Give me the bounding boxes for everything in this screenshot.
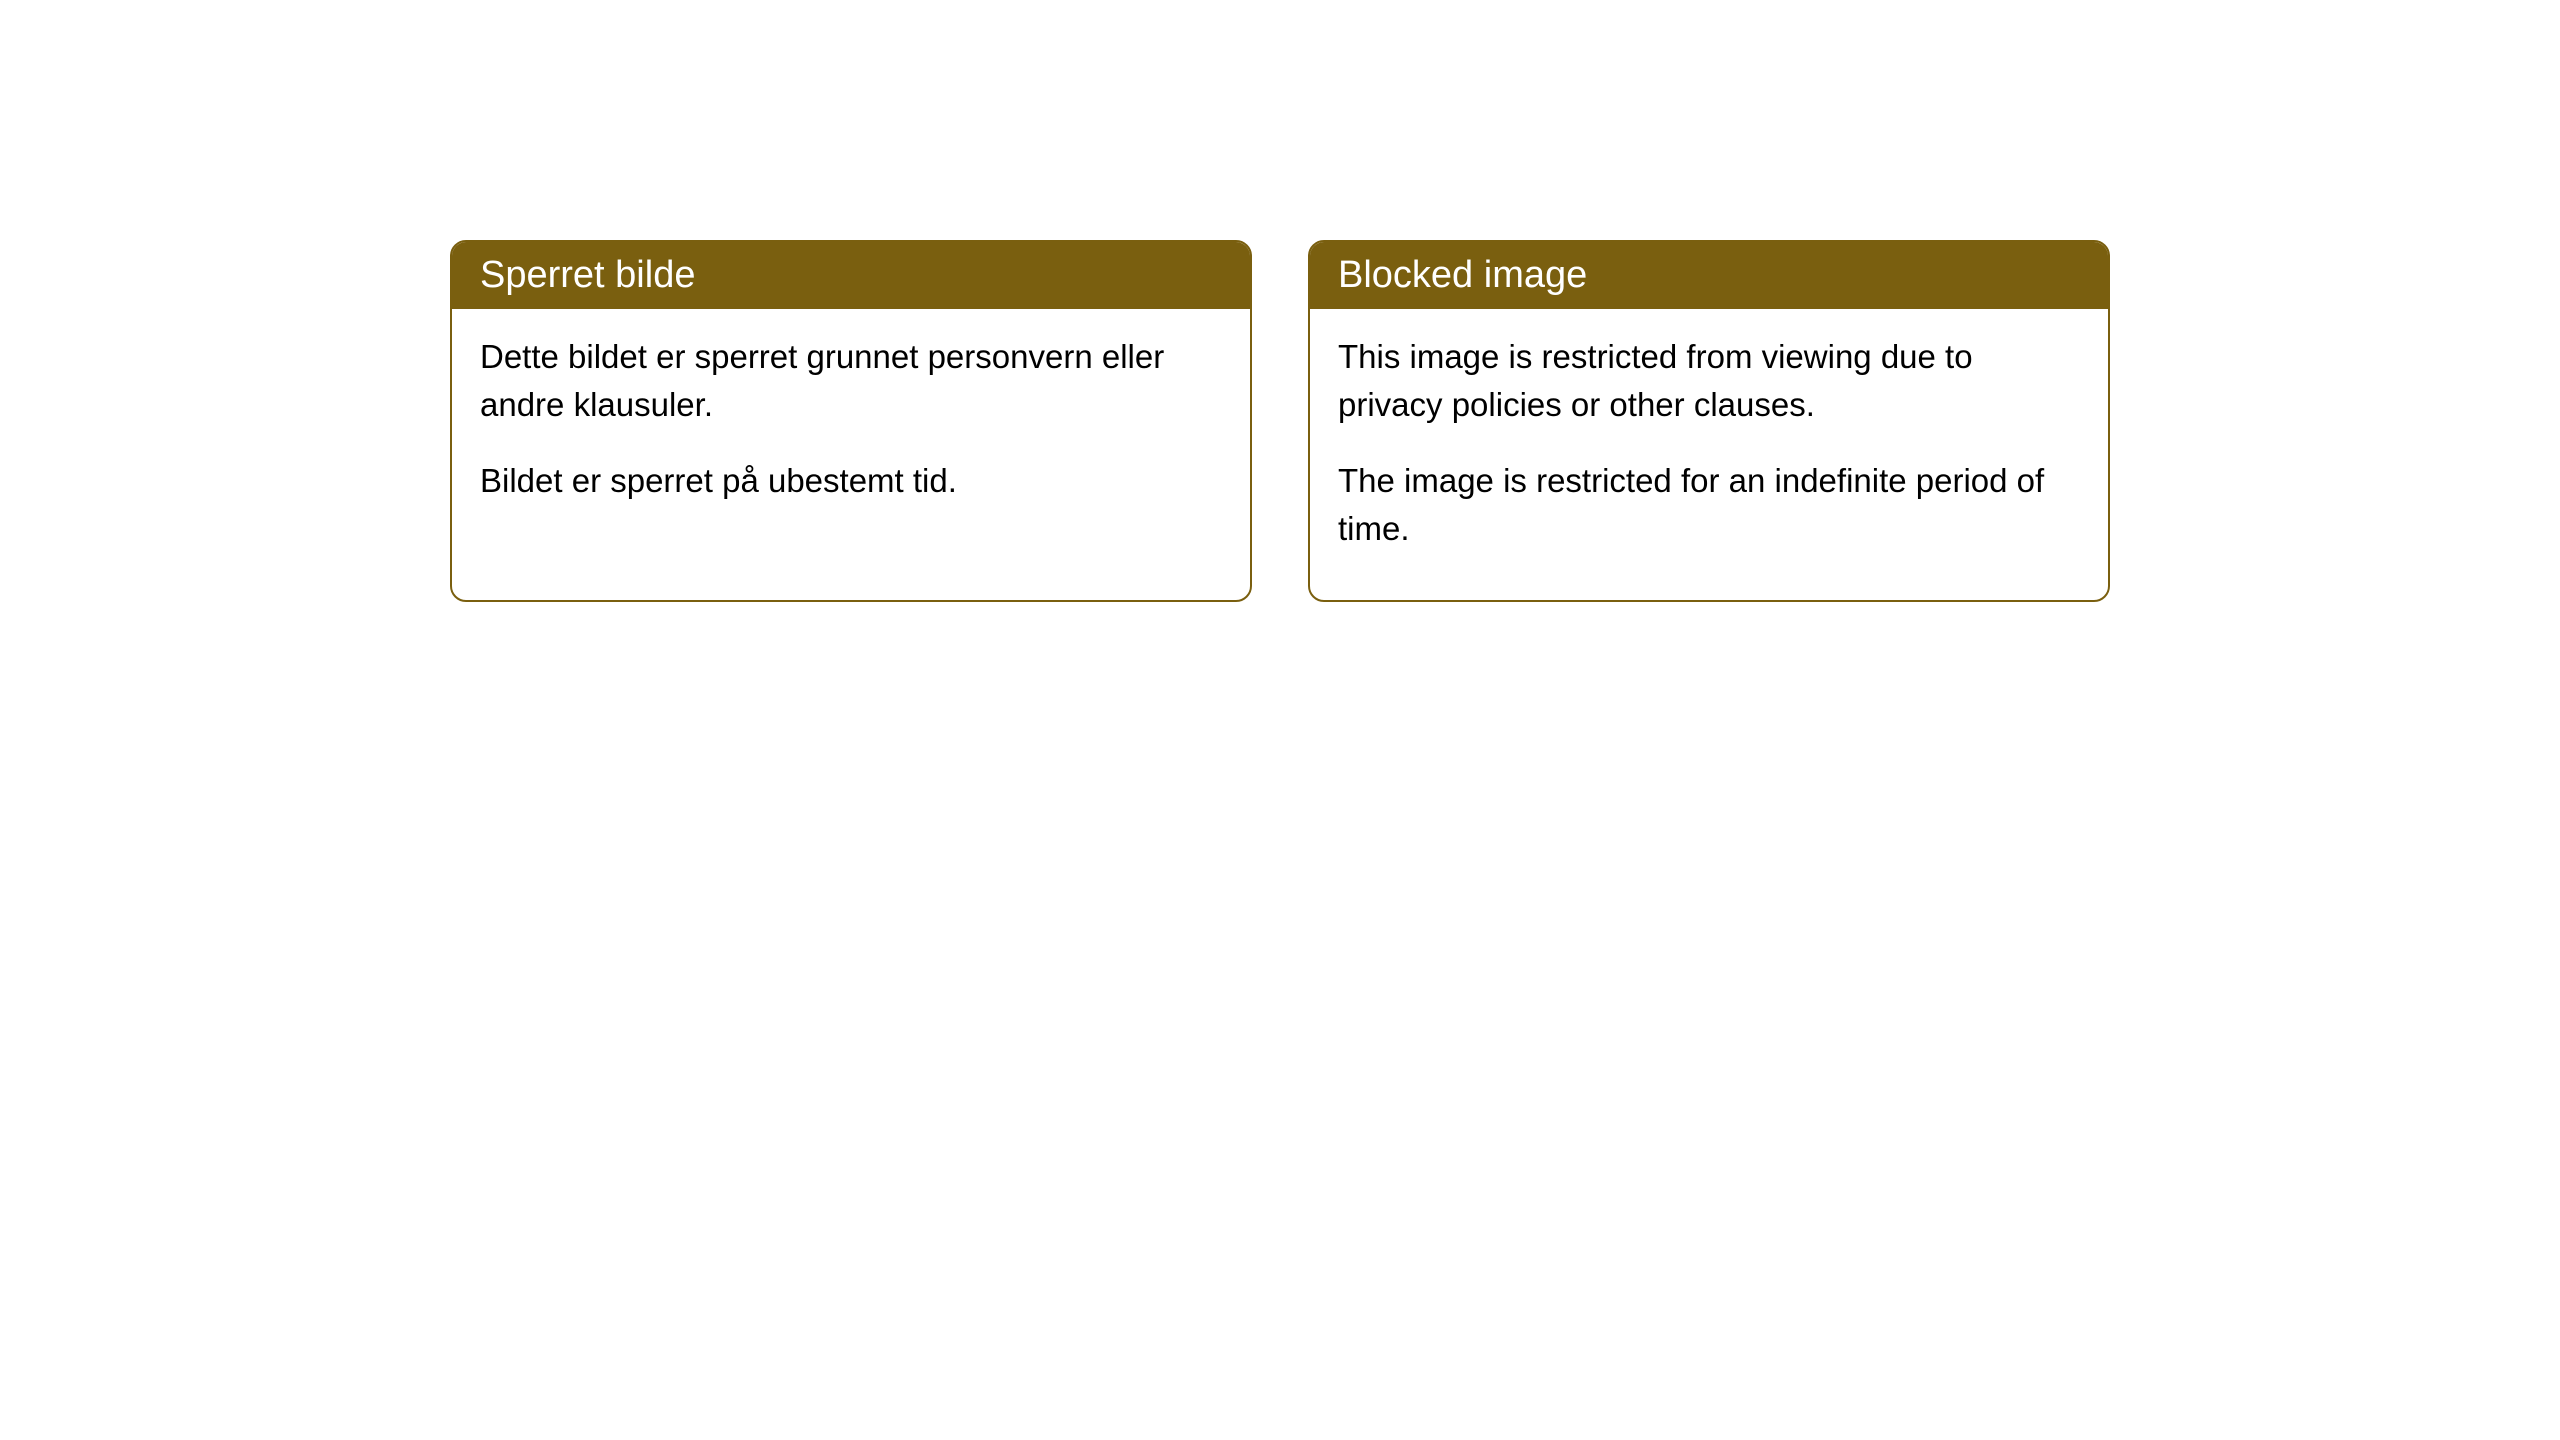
card-paragraph-2: The image is restricted for an indefinit…: [1338, 457, 2080, 553]
card-body-norwegian: Dette bildet er sperret grunnet personve…: [452, 309, 1250, 553]
blocked-image-card-norwegian: Sperret bilde Dette bildet er sperret gr…: [450, 240, 1252, 602]
card-body-english: This image is restricted from viewing du…: [1310, 309, 2108, 600]
card-header-english: Blocked image: [1310, 242, 2108, 309]
card-paragraph-2: Bildet er sperret på ubestemt tid.: [480, 457, 1222, 505]
blocked-image-card-english: Blocked image This image is restricted f…: [1308, 240, 2110, 602]
card-title: Blocked image: [1338, 254, 1587, 296]
card-header-norwegian: Sperret bilde: [452, 242, 1250, 309]
card-paragraph-1: Dette bildet er sperret grunnet personve…: [480, 333, 1222, 429]
card-paragraph-1: This image is restricted from viewing du…: [1338, 333, 2080, 429]
card-title: Sperret bilde: [480, 254, 695, 296]
cards-container: Sperret bilde Dette bildet er sperret gr…: [450, 240, 2110, 602]
